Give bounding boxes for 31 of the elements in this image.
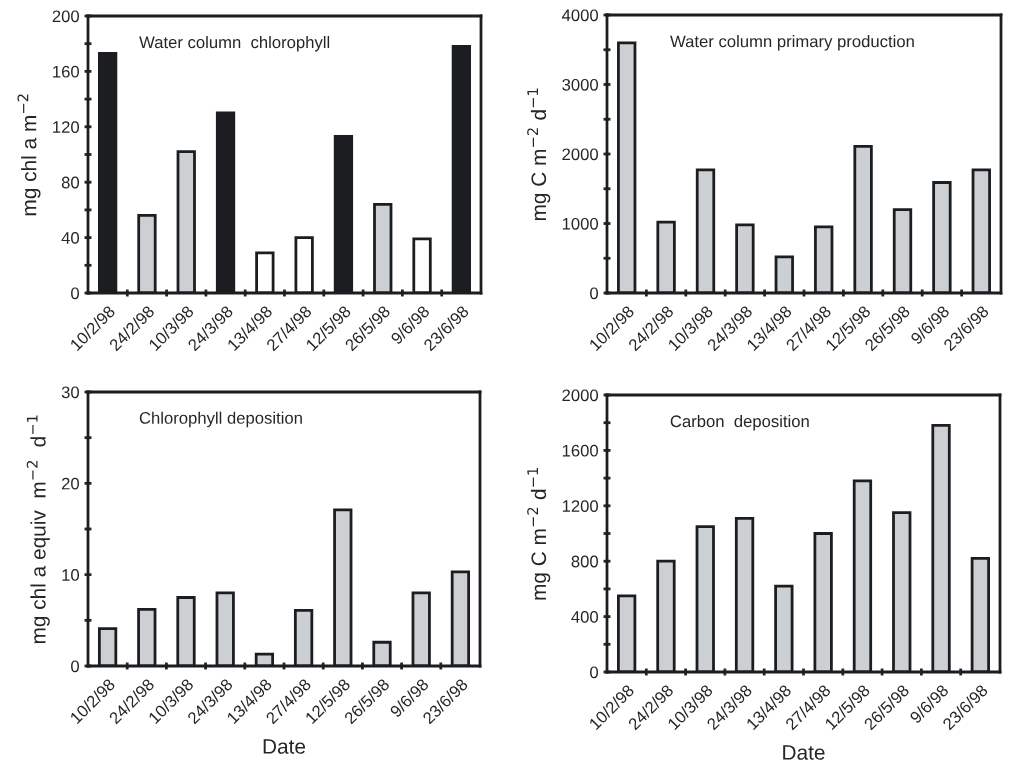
text: Water column chlorophyll: [139, 35, 330, 52]
y-tick-label: 0: [71, 287, 80, 300]
y-tick-label: 200: [52, 10, 80, 23]
y-tick-label: 2000: [562, 148, 599, 161]
y-tick-label: 10: [62, 569, 80, 581]
y-tick-label: 40: [61, 232, 80, 244]
y-tick-label: 80: [61, 176, 80, 189]
y-tick-label: 120: [53, 121, 80, 133]
y-axis-title: mg C m$^{−2}$ d$^{−1}$: [527, 88, 551, 221]
y-tick-label: 4000: [561, 9, 599, 22]
text: Water column primary production: [670, 35, 914, 51]
y-tick-label: 160: [53, 65, 80, 78]
y-tick-label: 0: [71, 660, 80, 673]
y-axis-title: mg chl a m$^{−2}$: [17, 94, 41, 216]
x-axis-title: Date: [263, 739, 306, 754]
y-tick-label: 30: [61, 386, 80, 399]
y-tick-label: 800: [571, 555, 599, 568]
y-tick-label: 1600: [562, 444, 599, 457]
y-tick-label: 20: [61, 477, 80, 490]
y-tick-label: 1200: [562, 500, 599, 512]
y-axis-title: mg C m$^{−2}$ d$^{−1}$: [527, 468, 551, 600]
y-tick-label: 0: [590, 666, 599, 679]
text: Chlorophyll deposition: [139, 411, 302, 428]
x-axis-title: Date: [783, 745, 825, 760]
y-tick-label: 400: [571, 611, 599, 623]
y-axis-title: mg chl a equiv m$^{−2}$ d$^{−1}$: [26, 415, 50, 644]
text: Carbon deposition: [670, 414, 809, 431]
y-tick-label: 3000: [562, 78, 599, 91]
y-tick-label: 2000: [562, 389, 599, 402]
y-tick-label: 1000: [562, 217, 599, 230]
y-tick-label: 0: [590, 287, 599, 300]
